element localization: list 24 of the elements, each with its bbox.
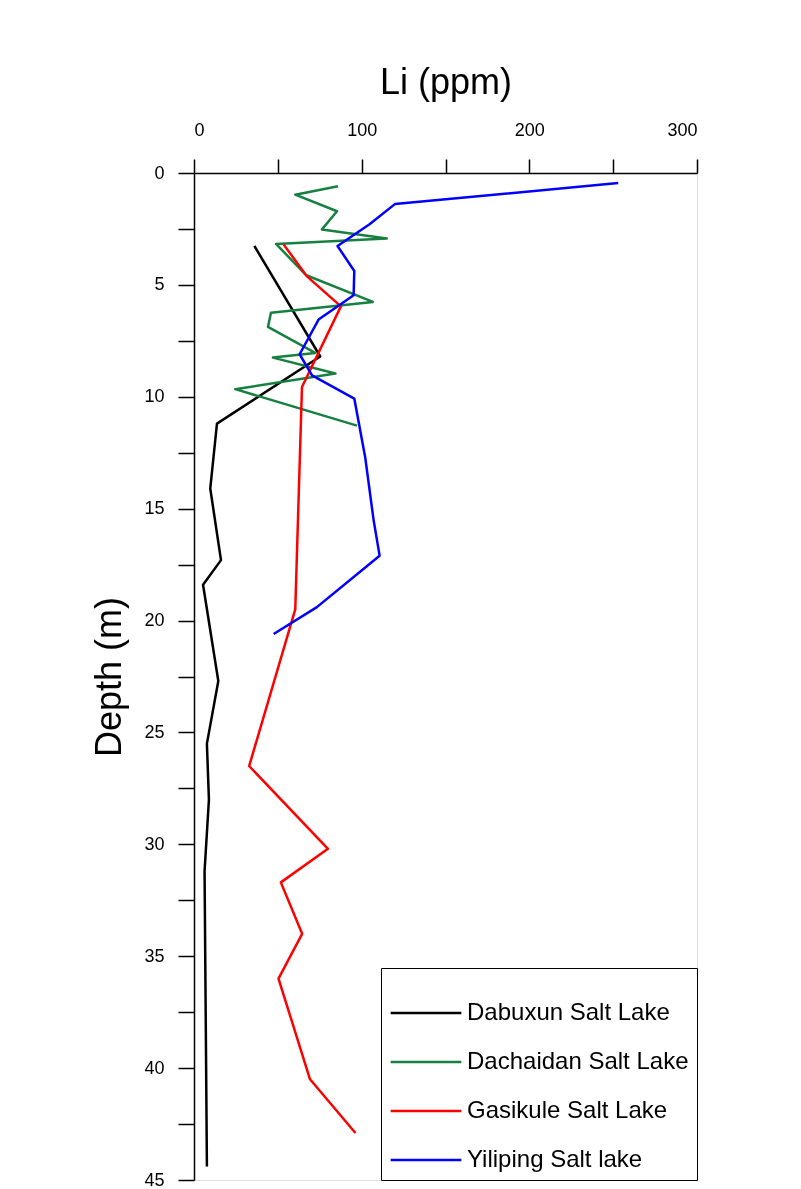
y-tick-label: 30 bbox=[144, 833, 165, 854]
y-tick-label: 5 bbox=[154, 274, 165, 295]
y-tick-label: 35 bbox=[144, 945, 165, 966]
y-tick-label: 10 bbox=[144, 386, 165, 407]
y-tick-label: 15 bbox=[144, 498, 165, 519]
y-tick-label: 20 bbox=[144, 610, 165, 631]
x-axis-title: Li (ppm) bbox=[379, 60, 513, 102]
line-series bbox=[201, 244, 322, 1168]
y-tick-label: 0 bbox=[154, 162, 165, 183]
legend-label: Dabuxun Salt Lake bbox=[467, 998, 670, 1025]
x-tick-label: 0 bbox=[194, 119, 205, 140]
legend-label: Gasikule Salt Lake bbox=[467, 1096, 668, 1123]
x-tick-label: 100 bbox=[347, 119, 378, 140]
y-tick-label: 45 bbox=[144, 1169, 165, 1189]
line-series bbox=[234, 184, 389, 427]
x-tick-label: 200 bbox=[514, 119, 545, 140]
line-series bbox=[272, 181, 620, 636]
x-tick-label: 300 bbox=[667, 119, 698, 140]
legend-label: Dachaidan Salt Lake bbox=[467, 1047, 689, 1074]
y-axis-title: Depth (m) bbox=[88, 596, 130, 758]
y-tick-label: 40 bbox=[144, 1057, 165, 1078]
line-series bbox=[247, 243, 357, 1135]
y-tick-label: 25 bbox=[144, 721, 165, 742]
legend-label: Yiliping Salt lake bbox=[467, 1145, 643, 1172]
